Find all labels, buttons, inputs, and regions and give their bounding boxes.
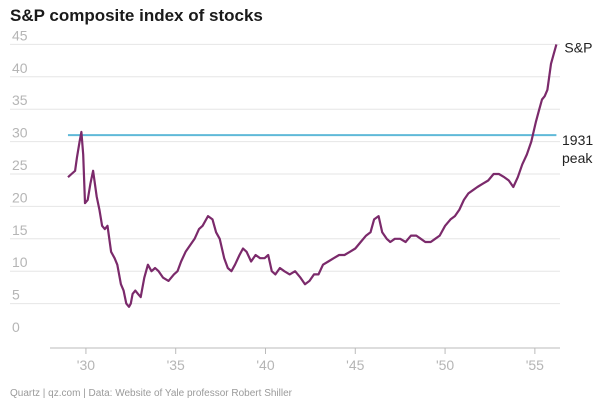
y-tick-label: 30 [12, 125, 28, 141]
y-tick-label: 0 [12, 319, 20, 335]
y-tick-label: 45 [12, 27, 28, 43]
y-tick-label: 25 [12, 157, 28, 173]
annotation-peak: peak [562, 150, 593, 166]
x-tick-label: '45 [346, 357, 364, 373]
annotation-1931: 1931 [562, 132, 593, 148]
series-line-sp [67, 44, 558, 308]
series-label-sp: S&P [564, 39, 592, 55]
x-tick-label: '30 [77, 357, 95, 373]
y-axis-ticks: 0 5 10 15 20 25 30 35 40 45 [12, 27, 28, 335]
y-tick-label: 35 [12, 92, 28, 108]
y-tick-label: 20 [12, 189, 28, 205]
x-tick-label: '50 [436, 357, 454, 373]
x-tick-label: '35 [167, 357, 185, 373]
y-tick-label: 15 [12, 222, 28, 238]
y-tick-label: 10 [12, 254, 28, 270]
y-tick-label: 5 [12, 287, 20, 303]
x-tick-label: '40 [256, 357, 274, 373]
x-tick-label: '55 [526, 357, 544, 373]
y-tick-label: 40 [12, 60, 28, 76]
x-axis-ticks: '30 '35 '40 '45 '50 '55 [77, 348, 544, 373]
source-credit: Quartz | qz.com | Data: Website of Yale … [10, 388, 292, 399]
chart-title: S&P composite index of stocks [10, 6, 263, 25]
